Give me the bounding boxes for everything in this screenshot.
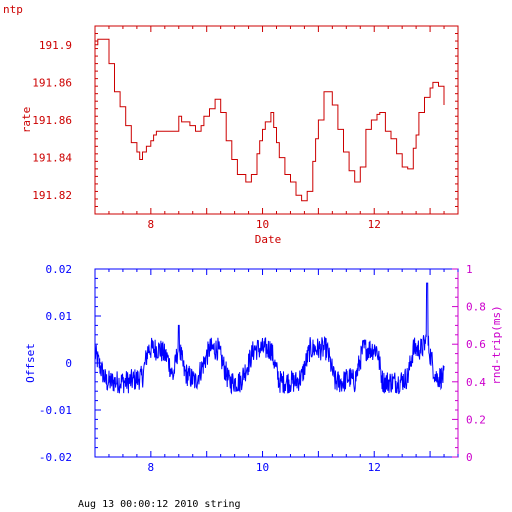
x-tick-label: 10 xyxy=(256,218,269,231)
rate-x-axis-label: Date xyxy=(255,233,282,246)
rate-chart: 8 10 12 191.82 191.84 191.86 191.86 191.9 Date… xyxy=(20,25,459,246)
rate-y-axis-label: rate xyxy=(20,107,33,134)
y-tick-label: 0.01 xyxy=(46,310,73,323)
rate-y-tick-labels: 191.82 191.84 191.86 191.86 191.9 xyxy=(32,39,72,202)
y-tick-label: 0.02 xyxy=(46,263,73,276)
x-tick-label: 10 xyxy=(256,461,269,474)
offset-x-tick-labels: 8 10 12 xyxy=(148,461,381,474)
y2-tick-label: 0.6 xyxy=(466,338,486,351)
y-tick-label: -0.02 xyxy=(39,451,72,464)
y2-tick-label: 0.8 xyxy=(466,301,486,314)
x-tick-label: 8 xyxy=(148,218,155,231)
x-tick-label: 8 xyxy=(148,461,155,474)
rnd-trip-axis-label: rnd-trip(ms) xyxy=(490,305,503,384)
y-tick-label: 191.86 xyxy=(32,76,72,89)
rate-x-tick-labels: 8 10 12 xyxy=(148,218,381,231)
y-tick-label: 191.86 xyxy=(32,114,72,127)
y-tick-label: -0.01 xyxy=(39,404,72,417)
y-tick-label: 191.9 xyxy=(39,39,72,52)
offset-series-line xyxy=(94,282,445,395)
y2-tick-label: 0.4 xyxy=(466,376,486,389)
footer-timestamp: Aug 13 00:00:12 2010 string xyxy=(78,499,241,510)
y-tick-label: 191.82 xyxy=(32,189,72,202)
y2-tick-label: 0 xyxy=(466,451,473,464)
offset-tick-marks xyxy=(94,268,459,458)
offset-y-axis-label: Offset xyxy=(24,343,37,383)
offset-chart: 8 10 12 -0.02 -0.01 0 0.01 0.02 0 0.2 0.4 0.6 0.8 1… xyxy=(24,263,503,474)
y-tick-label: 191.84 xyxy=(32,152,72,165)
rnd-trip-tick-labels: 0 0.2 0.4 0.6 0.8 1 xyxy=(466,263,486,464)
y-tick-label: 0 xyxy=(65,357,72,370)
rate-tick-marks xyxy=(94,25,459,215)
x-tick-label: 12 xyxy=(368,461,381,474)
corner-label: ntp xyxy=(3,3,23,16)
offset-y-tick-labels: -0.02 -0.01 0 0.01 0.02 xyxy=(39,263,72,464)
rate-series-line xyxy=(95,38,445,202)
y2-tick-label: 0.2 xyxy=(466,413,486,426)
y2-tick-label: 1 xyxy=(466,263,473,276)
rate-plot-frame xyxy=(94,25,459,215)
x-tick-label: 12 xyxy=(368,218,381,231)
